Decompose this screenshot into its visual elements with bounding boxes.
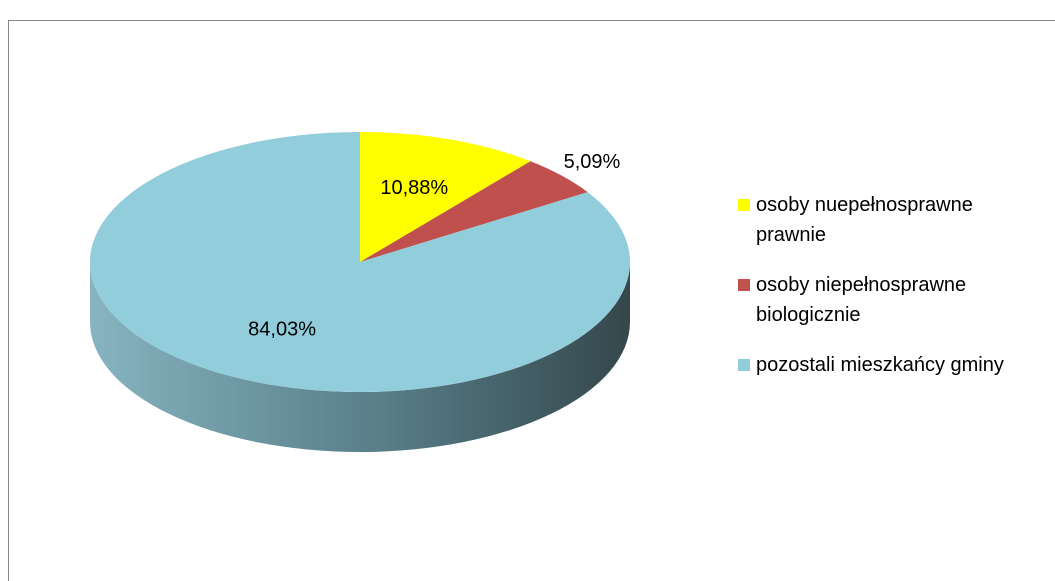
legend-entry: osoby nuepełnosprawne prawnie bbox=[738, 190, 1055, 250]
data-label: 5,09% bbox=[564, 151, 621, 173]
legend-swatch bbox=[738, 359, 750, 371]
slice bbox=[360, 161, 588, 262]
legend-label: pozostali mieszkańcy gminy bbox=[756, 354, 1004, 376]
slice bbox=[360, 132, 531, 262]
legend-entry: pozostali mieszkańcy gminy bbox=[738, 350, 1055, 380]
legend-swatch bbox=[738, 279, 750, 291]
data-label: 10,88% bbox=[380, 177, 448, 199]
legend-swatch bbox=[738, 199, 750, 211]
legend: osoby nuepełnosprawne prawnie osoby niepe… bbox=[738, 190, 1055, 400]
slice bbox=[90, 132, 630, 392]
data-label: 84,03% bbox=[248, 319, 316, 341]
legend-entry: osoby niepełnosprawne biologicznie bbox=[738, 270, 1055, 330]
legend-label: osoby niepełnosprawne biologicznie bbox=[756, 274, 967, 326]
legend-label: osoby nuepełnosprawne prawnie bbox=[756, 194, 973, 246]
chart-border bbox=[8, 20, 1055, 581]
slice-side bbox=[90, 262, 630, 452]
